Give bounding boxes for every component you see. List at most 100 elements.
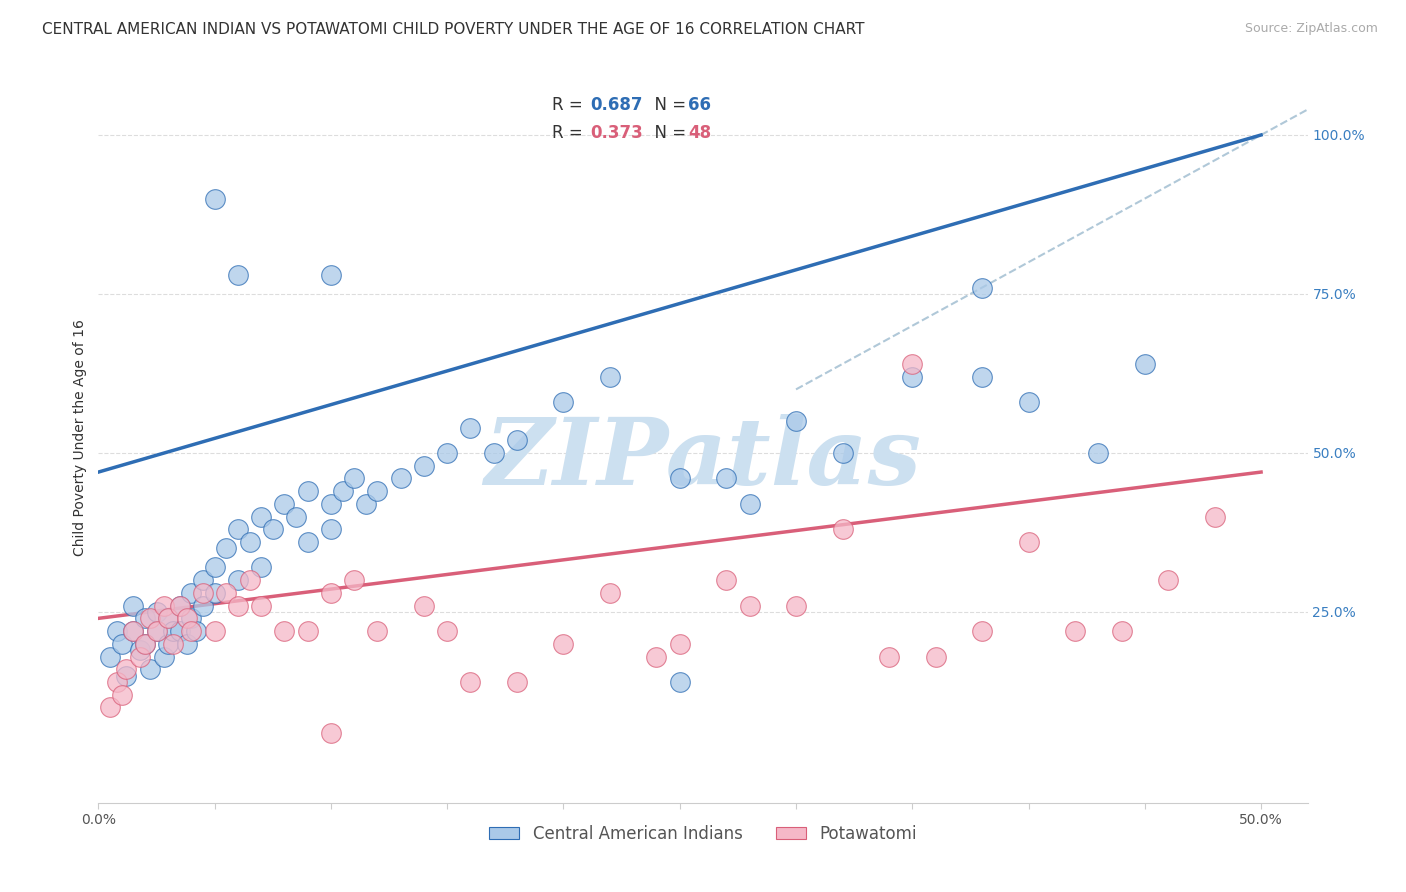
Point [98,649,121,664]
Point [145,624,167,638]
Point [162,637,184,651]
Point [413,458,436,473]
Point [436,446,458,460]
Point [668,675,690,690]
Point [970,624,993,638]
Text: N =: N = [644,124,692,142]
Point [901,369,924,384]
Point [436,624,458,638]
Point [1133,357,1156,371]
Point [831,522,853,536]
Point [1018,535,1040,549]
Point [169,599,191,613]
Point [924,649,946,664]
Point [138,611,160,625]
Point [506,434,529,448]
Point [152,649,174,664]
Point [111,637,134,651]
Point [129,649,152,664]
Point [553,395,575,409]
Point [122,624,145,638]
Point [115,668,138,682]
Point [176,611,198,625]
Point [226,268,249,282]
Point [343,471,366,485]
Point [319,497,342,511]
Point [176,637,198,651]
Point [105,624,128,638]
Point [831,446,853,460]
Point [297,535,319,549]
Point [115,662,138,676]
Point [204,586,226,600]
Point [389,471,412,485]
Text: 0.687: 0.687 [591,96,643,114]
Point [250,560,273,574]
Text: 48: 48 [689,124,711,142]
Point [191,599,214,613]
Point [785,599,807,613]
Point [901,357,924,371]
Point [366,484,388,499]
Point [191,586,214,600]
Point [134,611,156,625]
Text: ZIPatlas: ZIPatlas [485,414,921,504]
Text: CENTRAL AMERICAN INDIAN VS POTAWATOMI CHILD POVERTY UNDER THE AGE OF 16 CORRELAT: CENTRAL AMERICAN INDIAN VS POTAWATOMI CH… [42,22,865,37]
Point [343,573,366,587]
Point [226,573,249,587]
Point [738,599,761,613]
Point [215,586,238,600]
Text: 0.373: 0.373 [591,124,644,142]
Point [332,484,354,499]
Point [738,497,761,511]
Point [122,624,145,638]
Point [169,624,191,638]
Text: R =: R = [551,124,588,142]
Point [215,541,238,556]
Point [129,643,152,657]
Point [1064,624,1087,638]
Point [122,599,145,613]
Point [1018,395,1040,409]
Legend: Central American Indians, Potawatomi: Central American Indians, Potawatomi [482,818,924,849]
Point [319,586,342,600]
Point [319,268,342,282]
Point [180,624,202,638]
Point [1111,624,1133,638]
Point [111,688,134,702]
Point [285,509,308,524]
Point [1204,509,1226,524]
Point [553,637,575,651]
Point [250,599,273,613]
Point [239,535,262,549]
Point [716,573,738,587]
Point [157,611,180,625]
Point [157,637,180,651]
Point [98,700,121,714]
Point [191,573,214,587]
Point [180,586,202,600]
Point [599,369,621,384]
Point [1087,446,1109,460]
Point [785,414,807,428]
Point [297,624,319,638]
Point [877,649,900,664]
Point [668,471,690,485]
Point [204,560,226,574]
Point [157,611,180,625]
Point [716,471,738,485]
Point [250,509,273,524]
Point [226,599,249,613]
Point [184,624,207,638]
Point [204,192,226,206]
Text: Source: ZipAtlas.com: Source: ZipAtlas.com [1244,22,1378,36]
Point [297,484,319,499]
Point [319,726,342,740]
Text: 66: 66 [689,96,711,114]
Point [668,637,690,651]
Point [169,599,191,613]
Point [180,611,202,625]
Point [204,624,226,638]
Point [413,599,436,613]
Point [482,446,505,460]
